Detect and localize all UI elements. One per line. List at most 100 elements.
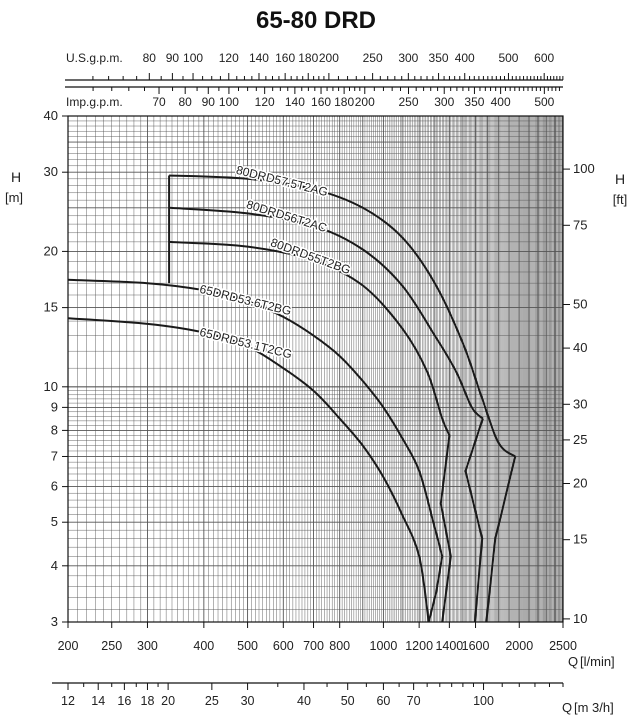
x-tick-label: 600	[273, 639, 294, 653]
usgpm-tick-label: 200	[319, 51, 339, 65]
usgpm-tick-label: 250	[363, 51, 383, 65]
m3h-tick-label: 18	[141, 694, 155, 708]
m3h-tick-label: 20	[161, 694, 175, 708]
impgpm-tick-label: 200	[355, 95, 375, 109]
xlabel-unit: [l/min]	[580, 654, 615, 669]
curve-label-3: 65DRD53.6T2BG	[198, 282, 293, 318]
ylabel-left-unit: [m]	[5, 190, 23, 205]
m3h-tick-label: 25	[205, 694, 219, 708]
m3h-tick-label: 14	[91, 694, 105, 708]
impgpm-tick-label: 140	[285, 95, 305, 109]
y-ft-tick-label: 15	[573, 532, 587, 547]
curve-2	[169, 240, 451, 436]
impgpm-tick-label: 350	[464, 95, 484, 109]
y-tick-label: 40	[44, 108, 58, 123]
m3h-tick-label: 70	[407, 694, 421, 708]
right-axis-ticks: 10 15 20 25 30 40 50 75 100	[563, 161, 595, 626]
x-tick-label: 700	[303, 639, 324, 653]
y-ft-tick-label: 20	[573, 475, 587, 490]
grid	[67, 115, 564, 623]
x-tick-label: 500	[237, 639, 258, 653]
y-ft-tick-label: 10	[573, 611, 587, 626]
usgpm-tick-label: 400	[455, 51, 475, 65]
m3h-tick-label: 40	[297, 694, 311, 708]
x-tick-label: 1000	[370, 639, 398, 653]
ylabel-left: H	[11, 169, 21, 185]
impgpm-label: Imp.g.p.m.	[66, 95, 123, 109]
x-tick-label: 400	[193, 639, 214, 653]
usgpm-axis: 80 90 100 120 140 160 180 200 250 300 350 400 500 600	[65, 51, 564, 81]
m3h-tick-label: 16	[117, 694, 131, 708]
m3h-tick-label: 12	[61, 694, 75, 708]
plot-frame	[67, 115, 564, 623]
usgpm-tick-label: 300	[398, 51, 418, 65]
impgpm-tick-label: 120	[255, 95, 275, 109]
usgpm-tick-label: 140	[249, 51, 269, 65]
curves	[67, 174, 517, 623]
impgpm-tick-label: 70	[152, 95, 166, 109]
impgpm-tick-label: 180	[334, 95, 354, 109]
x-tick-label: 1600	[462, 639, 490, 653]
y-ft-tick-label: 40	[573, 340, 587, 355]
x-tick-label: 2500	[549, 639, 577, 653]
usgpm-tick-label: 600	[534, 51, 554, 65]
y-tick-label: 9	[51, 399, 58, 414]
y-tick-label: 3	[51, 614, 58, 629]
impgpm-tick-label: 100	[219, 95, 239, 109]
x-tick-label: 300	[137, 639, 158, 653]
y-ft-tick-label: 25	[573, 432, 587, 447]
y-tick-label: 20	[44, 243, 58, 258]
curve-tail-0	[485, 456, 517, 623]
usgpm-tick-label: 160	[275, 51, 295, 65]
m3h-label-unit: [m 3/h]	[574, 700, 614, 715]
m3h-axis: 12 14 16 18 20 25 30 40 50 60 70 100	[52, 682, 564, 708]
y-ft-tick-label: 100	[573, 161, 595, 176]
impgpm-tick-label: 160	[311, 95, 331, 109]
curve-tail-1	[464, 418, 484, 623]
bottom-axis-ticks: 200 250 300 400 500 600 700 800 1000 1200 14001600…	[58, 622, 577, 653]
y-tick-label: 15	[44, 300, 58, 315]
usgpm-tick-label: 350	[429, 51, 449, 65]
x-tick-label: 2000	[505, 639, 533, 653]
ylabel-right: H	[615, 171, 625, 187]
ylabel-right-unit: [ft]	[613, 192, 627, 207]
curve-1	[169, 206, 484, 420]
m3h-tick-label: 100	[473, 694, 494, 708]
impgpm-tick-label: 90	[202, 95, 216, 109]
usgpm-tick-label: 500	[498, 51, 518, 65]
impgpm-tick-label: 80	[179, 95, 193, 109]
y-ft-tick-label: 50	[573, 297, 587, 312]
impgpm-axis: 70 80 90 100 120 140 160 180 200 250 300 350 400 500	[65, 86, 563, 109]
y-tick-label: 30	[44, 164, 58, 179]
curve-label-4: 65DRD53.1T2CG	[198, 325, 293, 361]
chart-title: 65-80 DRD	[256, 7, 376, 34]
usgpm-tick-label: 100	[183, 51, 203, 65]
x-tick-label: 200	[58, 639, 79, 653]
m3h-tick-label: 60	[376, 694, 390, 708]
xlabel-q: Q	[568, 654, 578, 669]
curve-4	[67, 317, 430, 623]
y-tick-label: 7	[51, 448, 58, 463]
y-tick-label: 10	[44, 379, 58, 394]
curve-label-0: 80DRD57.5T2AG	[235, 163, 330, 199]
impgpm-tick-label: 500	[534, 95, 554, 109]
m3h-label-q: Q	[562, 700, 572, 715]
usgpm-label: U.S.g.p.m.	[66, 51, 123, 65]
x-tick-label: 800	[329, 639, 350, 653]
y-tick-label: 5	[51, 514, 58, 529]
y-tick-label: 6	[51, 479, 58, 494]
usgpm-tick-label: 90	[166, 51, 180, 65]
curve-0	[169, 174, 516, 458]
curve-3	[67, 278, 444, 557]
impgpm-tick-label: 400	[491, 95, 511, 109]
m3h-tick-label: 50	[341, 694, 355, 708]
left-axis-ticks: 3 4 5 6 7 8 9 10 15 20 30 40	[44, 108, 68, 629]
usgpm-tick-label: 120	[219, 51, 239, 65]
impgpm-tick-label: 300	[434, 95, 454, 109]
usgpm-tick-label: 80	[143, 51, 157, 65]
m3h-tick-label: 30	[241, 694, 255, 708]
impgpm-tick-label: 250	[398, 95, 418, 109]
x-tick-label: 250	[101, 639, 122, 653]
y-tick-label: 8	[51, 422, 58, 437]
